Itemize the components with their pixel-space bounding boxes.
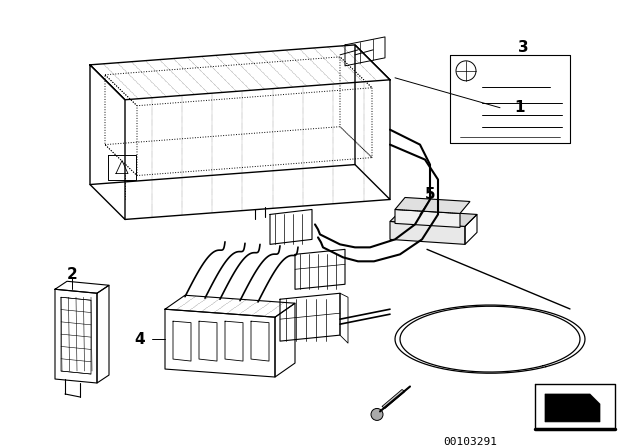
Text: 3: 3 (518, 40, 528, 56)
Circle shape (371, 409, 383, 420)
Polygon shape (390, 210, 477, 226)
Polygon shape (395, 210, 460, 228)
Text: 1: 1 (515, 100, 525, 115)
Text: 00103291: 00103291 (443, 437, 497, 447)
Polygon shape (382, 389, 405, 409)
Text: 2: 2 (67, 267, 77, 282)
Text: 5: 5 (425, 187, 435, 202)
Text: 4: 4 (134, 332, 145, 347)
Polygon shape (395, 198, 470, 213)
Polygon shape (390, 221, 465, 244)
Polygon shape (545, 394, 600, 422)
